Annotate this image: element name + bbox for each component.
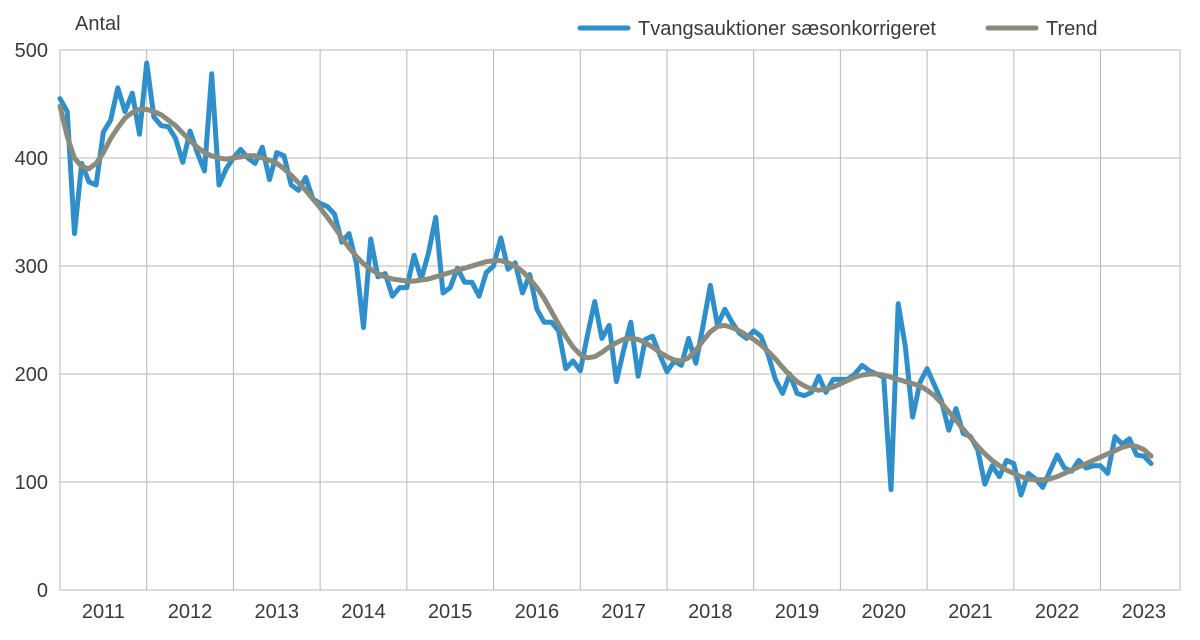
x-tick-label: 2020 <box>861 601 906 623</box>
x-tick-label: 2018 <box>688 601 733 623</box>
x-tick-label: 2017 <box>601 601 646 623</box>
y-tick-label: 300 <box>15 256 48 278</box>
y-tick-label: 100 <box>15 472 48 494</box>
x-tick-label: 2011 <box>82 601 125 623</box>
x-tick-label: 2019 <box>775 601 820 623</box>
x-tick-label: 2015 <box>428 601 473 623</box>
x-tick-label: 2023 <box>1122 601 1167 623</box>
x-tick-label: 2013 <box>255 601 300 623</box>
x-tick-label: 2014 <box>341 601 386 623</box>
legend-label: Tvangsauktioner sæsonkorrigeret <box>638 18 936 40</box>
x-tick-label: 2012 <box>168 601 213 623</box>
y-tick-label: 500 <box>15 40 48 62</box>
y-axis-title: Antal <box>75 13 121 35</box>
y-tick-label: 200 <box>15 364 48 386</box>
line-chart: 0 100 200 300 400 500 2011 2012 2013 2014 2015 201… <box>0 0 1200 640</box>
legend-label: Trend <box>1046 18 1098 40</box>
y-tick-label: 0 <box>37 580 48 602</box>
y-tick-label: 400 <box>15 148 48 170</box>
x-tick-label: 2016 <box>515 601 560 623</box>
x-tick-label: 2022 <box>1035 601 1080 623</box>
x-tick-label: 2021 <box>948 601 993 623</box>
